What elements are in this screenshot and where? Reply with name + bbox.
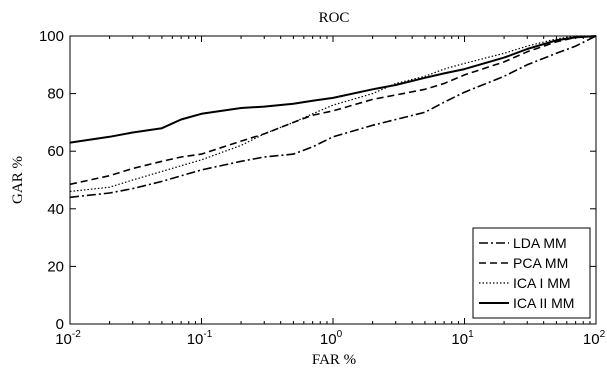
y-tick-label: 100 bbox=[39, 28, 64, 45]
x-tick-label: 102 bbox=[583, 329, 606, 348]
legend-entry-label: ICA II MM bbox=[513, 295, 574, 311]
y-tick-label: 0 bbox=[56, 316, 64, 333]
y-axis: 0 20 40 60 80 100 bbox=[39, 28, 596, 333]
x-tick-base: 10 bbox=[320, 331, 337, 348]
series-line-ica-i-mm bbox=[69, 35, 596, 193]
y-axis-label: GAR % bbox=[10, 156, 26, 204]
x-tick-exponent: 1 bbox=[468, 329, 474, 340]
series-line-pca-mm bbox=[69, 35, 597, 186]
x-tick-base: 10 bbox=[583, 331, 600, 348]
legend-entry-label: ICA I MM bbox=[513, 275, 571, 291]
chart-title: ROC bbox=[319, 10, 350, 26]
x-tick-label: 10-1 bbox=[187, 329, 213, 348]
y-tick-label: 20 bbox=[47, 258, 64, 275]
x-tick-label: 101 bbox=[451, 329, 474, 348]
x-tick-exponent: -1 bbox=[203, 329, 212, 340]
x-tick-exponent: 2 bbox=[600, 329, 606, 340]
x-tick-base: 10 bbox=[187, 331, 204, 348]
legend: LDA MM PCA MM ICA I MM ICA II MM bbox=[472, 227, 591, 319]
y-tick-label: 60 bbox=[47, 143, 64, 160]
y-tick-label: 80 bbox=[47, 86, 64, 103]
x-tick-base: 10 bbox=[451, 331, 468, 348]
series-layer bbox=[69, 35, 597, 199]
x-tick-label: 10-2 bbox=[55, 329, 81, 348]
x-tick-label: 100 bbox=[320, 329, 343, 348]
x-tick-exponent: 0 bbox=[337, 329, 343, 340]
x-tick-exponent: -2 bbox=[72, 329, 81, 340]
x-axis: 10-2 10-1 100 101 102 bbox=[55, 36, 606, 348]
legend-entry-label: PCA MM bbox=[513, 255, 568, 271]
x-axis-label: FAR % bbox=[312, 352, 356, 368]
legend-entry-label: LDA MM bbox=[513, 235, 567, 251]
y-tick-label: 40 bbox=[47, 201, 64, 218]
x-tick-base: 10 bbox=[55, 331, 72, 348]
series-line-lda-mm bbox=[69, 35, 597, 199]
series-line-ica-ii-mm bbox=[69, 35, 597, 144]
